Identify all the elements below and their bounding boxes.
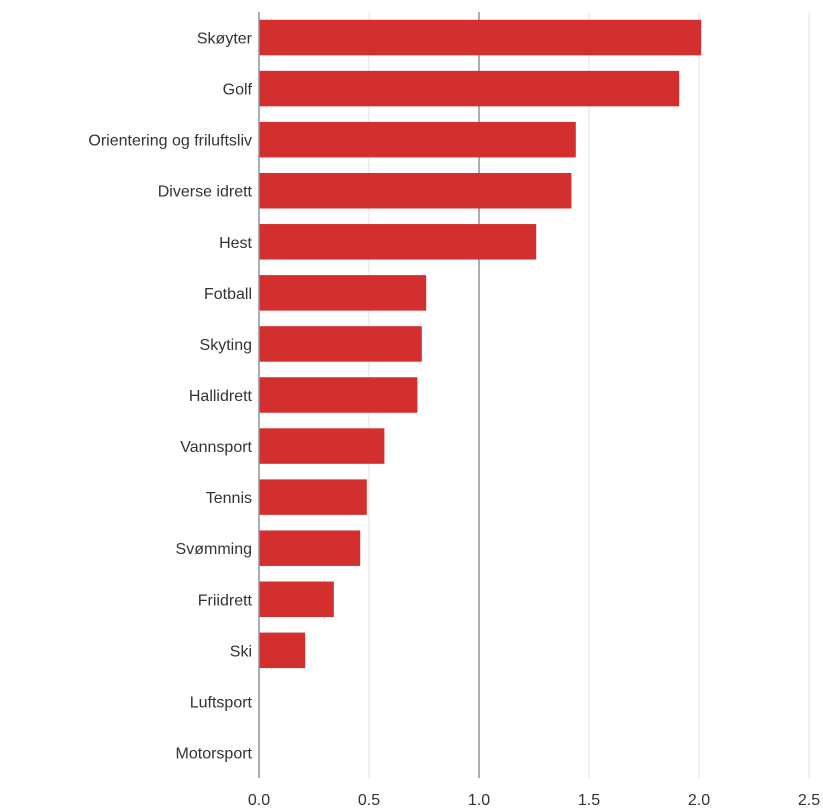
x-tick-label: 1.5 — [578, 792, 600, 809]
x-tick-label: 2.0 — [688, 792, 710, 809]
x-tick-label: 0.0 — [248, 792, 270, 809]
bar-vannsport — [259, 428, 385, 464]
bar-diverse-idrett — [259, 172, 572, 209]
category-label-friidrett: Friidrett — [198, 592, 253, 609]
bar-hallidrett — [259, 377, 418, 413]
bar-tennis — [259, 479, 367, 515]
category-label-motorsport: Motorsport — [176, 745, 253, 762]
category-label-vannsport: Vannsport — [180, 439, 252, 456]
category-label-skyting: Skyting — [200, 337, 252, 354]
category-label-hallidrett: Hallidrett — [189, 388, 253, 405]
category-label-svomming: Svømming — [176, 541, 252, 558]
bar-hest — [259, 224, 537, 260]
bar-friidrett — [259, 581, 334, 618]
category-labels: Skøyter Golf Orientering og friluftsliv Div… — [88, 31, 252, 763]
category-label-ski: Ski — [230, 643, 252, 660]
x-tick-labels: 0.0 0.5 1.0 1.5 2.0 2.5 — [248, 792, 820, 809]
bar-orientering-og-friluftsliv — [259, 121, 576, 158]
bar-ski — [259, 632, 306, 669]
category-label-diverse-idrett: Diverse idrett — [158, 184, 253, 201]
category-label-orientering-og-friluftsliv: Orientering og friluftsliv — [88, 133, 252, 150]
category-label-fotball: Fotball — [204, 286, 252, 303]
bar-fotball — [259, 275, 427, 311]
category-label-skoyter: Skøyter — [197, 31, 253, 48]
x-tick-label: 1.0 — [468, 792, 490, 809]
category-label-golf: Golf — [223, 82, 253, 99]
x-tick-label: 0.5 — [358, 792, 380, 809]
bar-golf — [259, 70, 680, 107]
bar-skyting — [259, 326, 422, 362]
bar-skoyter — [259, 19, 702, 56]
x-tick-label: 2.5 — [798, 792, 820, 809]
category-label-tennis: Tennis — [206, 490, 252, 507]
bar-svomming — [259, 530, 361, 566]
category-label-luftsport: Luftsport — [190, 694, 253, 711]
bars — [259, 19, 702, 669]
category-label-hest: Hest — [219, 235, 252, 252]
